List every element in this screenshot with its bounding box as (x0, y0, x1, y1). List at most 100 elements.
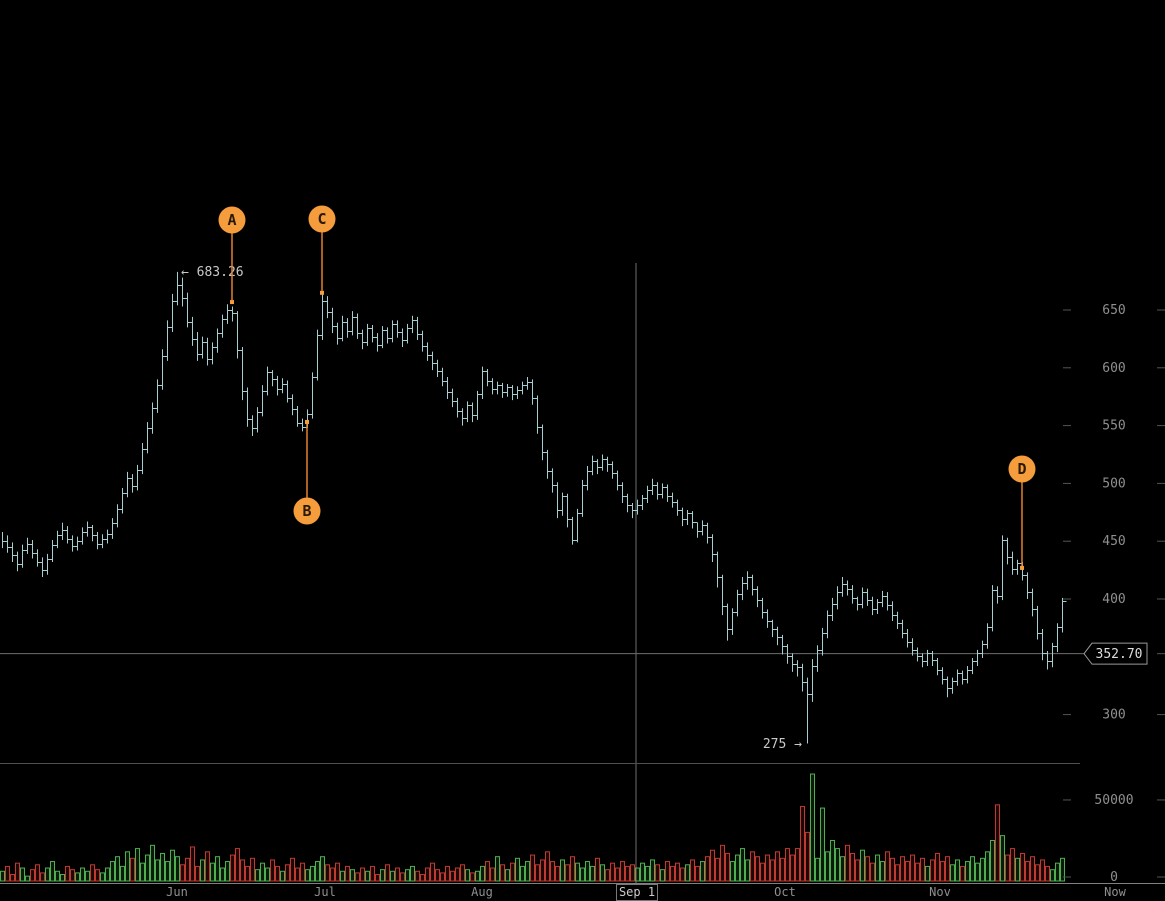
volume-bar-up (135, 848, 140, 882)
price-tag-value: 352.70 (1096, 647, 1143, 662)
volume-bar-down (460, 864, 465, 882)
marker-circle[interactable] (1008, 455, 1036, 483)
volume-bar-down (490, 867, 495, 882)
volume-bar-up (830, 839, 835, 882)
volume-bars (0, 773, 1065, 882)
marker-D[interactable]: D (1008, 455, 1036, 570)
volume-bar-up (390, 870, 395, 882)
volume-bar-up (700, 861, 705, 882)
volume-bar-up (100, 872, 105, 882)
volume-bar-up (380, 869, 385, 882)
volume-bar-up (85, 870, 90, 882)
marker-circle[interactable] (308, 205, 336, 233)
crosshair-date-label: Sep 1 (616, 884, 658, 901)
volume-bar-down (1005, 854, 1010, 882)
bottom-axis: Jun Jul Aug Sep 1 Oct Nov Now (166, 884, 1127, 901)
volume-bar-up (650, 859, 655, 882)
volume-bar-up (730, 861, 735, 882)
marker-A[interactable]: A (218, 206, 246, 305)
volume-bar-down (960, 865, 965, 882)
volume-bar-down (415, 870, 420, 882)
volume-bar-up (970, 856, 975, 882)
volume-bar-down (545, 851, 550, 882)
volume-tick-label: 0 (1110, 870, 1118, 885)
volume-bar-up (160, 852, 165, 882)
volume-bar-up (835, 848, 840, 882)
volume-bar-up (0, 870, 5, 882)
volume-bar-down (335, 862, 340, 882)
volume-bar-down (760, 862, 765, 882)
volume-bar-down (35, 864, 40, 882)
volume-bar-up (140, 862, 145, 882)
price-tick-label: 300 (1102, 708, 1125, 723)
volume-bar-down (245, 865, 250, 882)
volume-bar-up (280, 870, 285, 882)
marker-point-dot (305, 419, 309, 424)
volume-bar-down (690, 859, 695, 882)
volume-bar-down (360, 867, 365, 882)
volume-bar-down (805, 831, 810, 882)
volume-bar-down (680, 867, 685, 882)
price-tick-label: 550 (1102, 419, 1125, 434)
volume-bar-down (665, 861, 670, 882)
volume-bar-down (240, 859, 245, 882)
volume-bar-down (330, 867, 335, 882)
volume-bar-up (105, 867, 110, 882)
volume-bar-up (220, 867, 225, 882)
volume-bar-down (695, 865, 700, 882)
volume-bar-up (115, 856, 120, 882)
volume-bar-down (800, 805, 805, 882)
volume-bar-down (5, 865, 10, 882)
volume-bar-down (605, 869, 610, 882)
volume-bar-down (905, 861, 910, 882)
volume-bar-down (790, 854, 795, 882)
volume-bar-down (355, 872, 360, 882)
volume-bar-down (535, 864, 540, 882)
volume-bar-down (795, 848, 800, 882)
volume-bar-down (625, 865, 630, 882)
current-price-tag: 352.70 (1083, 642, 1165, 665)
volume-bar-down (300, 862, 305, 882)
month-label: Nov (929, 885, 951, 899)
volume-bar-down (485, 861, 490, 882)
volume-bar-down (755, 856, 760, 882)
volume-bar-down (445, 865, 450, 882)
volume-bar-up (810, 773, 815, 882)
volume-bar-up (255, 869, 260, 882)
volume-bar-up (955, 859, 960, 882)
volume-bar-up (525, 861, 530, 882)
volume-bar-down (1045, 865, 1050, 882)
volume-bar-down (90, 864, 95, 882)
volume-bar-up (350, 869, 355, 882)
volume-bar-down (885, 851, 890, 882)
volume-bar-down (345, 865, 350, 882)
volume-bar-down (400, 872, 405, 882)
volume-bar-up (495, 856, 500, 882)
volume-bar-up (25, 875, 30, 882)
volume-bar-down (615, 867, 620, 882)
volume-bar-up (125, 851, 130, 882)
marker-B[interactable]: B (293, 419, 321, 525)
volume-bar-up (925, 865, 930, 882)
volume-bar-up (20, 867, 25, 882)
volume-bar-up (640, 862, 645, 882)
volume-bar-up (880, 861, 885, 882)
marker-point-dot (230, 300, 234, 305)
volume-bar-down (845, 844, 850, 882)
volume-bar-down (915, 862, 920, 882)
marker-circle[interactable] (218, 206, 246, 234)
marker-circle[interactable] (293, 497, 321, 525)
marker-C[interactable]: C (308, 205, 336, 295)
volume-bar-up (320, 856, 325, 882)
volume-bar-down (940, 861, 945, 882)
marker-letter: A (227, 211, 236, 229)
volume-bar-up (365, 870, 370, 882)
volume-bar-down (610, 862, 615, 882)
price-tick-label: 600 (1102, 361, 1125, 376)
volume-bar-down (655, 864, 660, 882)
volume-bar-up (80, 867, 85, 882)
volume-bar-down (295, 867, 300, 882)
volume-bar-up (210, 862, 215, 882)
